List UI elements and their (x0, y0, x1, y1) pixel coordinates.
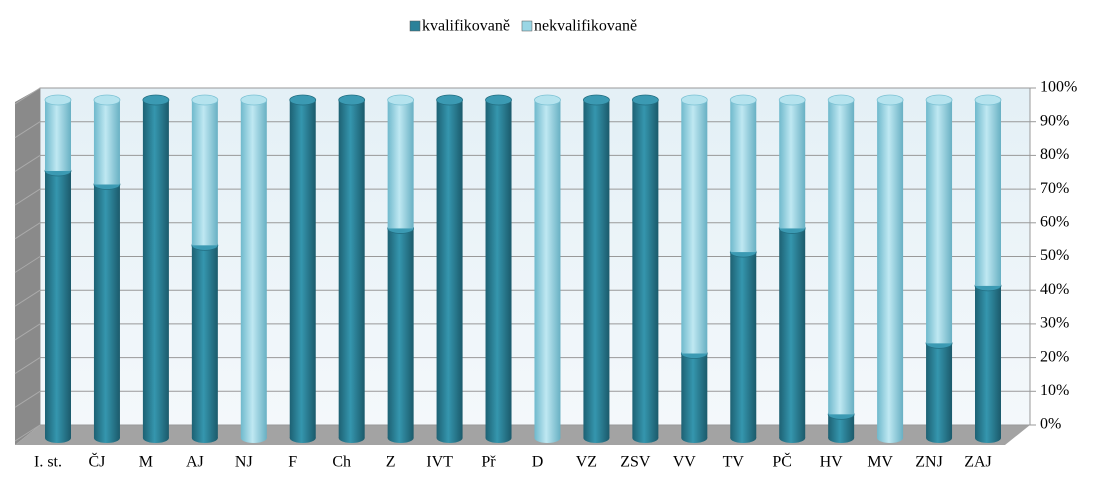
bar-segment (975, 285, 1001, 438)
side-wall (15, 88, 40, 445)
bar-segment (926, 343, 953, 438)
bar-segment (485, 100, 512, 438)
x-tick-label: TV (723, 454, 745, 471)
grid-line-side (14, 121, 41, 139)
bar-segment (45, 170, 71, 439)
bar-segment (730, 252, 757, 438)
bar-cap (876, 94, 904, 106)
bar-segment (828, 100, 855, 415)
bar-segment (681, 353, 708, 438)
bar-segment (877, 100, 904, 438)
bar-segment (289, 100, 316, 438)
x-tick-label: Ch (332, 454, 351, 471)
bar-segment (828, 414, 855, 438)
bar-segment (926, 100, 953, 344)
bar-segment (779, 228, 806, 438)
grid-line-side (14, 87, 41, 105)
floor (15, 425, 1030, 445)
bar-segment (730, 100, 757, 253)
bar-cap (240, 94, 268, 106)
x-tick-label: PČ (772, 452, 792, 471)
y-tick-label: 10% (1040, 382, 1069, 399)
bar-segment (142, 100, 169, 438)
y-tick-label: 20% (1040, 348, 1069, 365)
bar-cap (827, 94, 855, 106)
bar-cap (387, 94, 415, 106)
bar-cap (289, 94, 317, 106)
bar-segment (681, 100, 708, 354)
bar-segment (93, 184, 120, 438)
grid-line-side (14, 154, 41, 172)
bar-segment (632, 100, 659, 438)
x-tick-label: ZNJ (915, 454, 943, 471)
y-tick-label: 30% (1040, 315, 1069, 332)
x-tick-label: Z (386, 454, 396, 471)
bar-segment (387, 228, 414, 438)
grid-line-side (14, 390, 41, 408)
x-tick-label: MV (867, 454, 893, 471)
x-tick-label: ZSV (620, 454, 651, 471)
legend-swatch (521, 20, 533, 32)
bar-cap (974, 94, 1002, 106)
bar-cap (338, 94, 366, 106)
x-tick-label: M (139, 454, 153, 471)
bar-segment (45, 100, 71, 171)
bar-cap (729, 94, 757, 106)
bar-cap (534, 94, 561, 106)
legend-swatch (409, 20, 421, 32)
x-tick-label: AJ (186, 454, 204, 471)
legend-label: kvalifikovaně (422, 18, 510, 35)
x-tick-label: I. st. (34, 454, 62, 471)
y-tick-label: 90% (1040, 112, 1069, 129)
legend-label: nekvalifikovaně (534, 18, 637, 35)
bar-segment (583, 100, 610, 438)
bar-segment (387, 100, 414, 229)
grid-line-side (14, 256, 41, 273)
x-tick-label: ČJ (88, 452, 105, 471)
bar-cap (680, 94, 708, 106)
bar-segment (436, 100, 463, 438)
x-tick-label: HV (820, 454, 844, 471)
bar-cap (631, 94, 659, 106)
bar-segment (191, 245, 218, 438)
bar-segment (779, 100, 806, 229)
grid-line-side (14, 222, 41, 240)
grid-line-side (14, 323, 41, 341)
grid-line-side (14, 188, 41, 206)
bar-segment (975, 100, 1001, 286)
bar-cap (436, 94, 463, 106)
bar-cap (44, 94, 72, 106)
y-tick-label: 70% (1040, 180, 1069, 197)
x-tick-label: D (532, 454, 544, 471)
bar-cap (583, 94, 610, 106)
y-tick-label: 50% (1040, 247, 1069, 264)
y-tick-label: 80% (1040, 146, 1069, 163)
x-tick-label: ZAJ (964, 454, 992, 471)
y-tick-label: 60% (1040, 213, 1069, 230)
bar-segment (93, 100, 120, 185)
bar-cap (142, 94, 170, 106)
x-tick-label: F (288, 454, 297, 471)
bar-cap (778, 94, 806, 106)
bar-cap (925, 94, 953, 106)
grid-line-side (14, 357, 41, 375)
bar-cap (93, 94, 121, 106)
bar-segment (338, 100, 365, 438)
x-tick-label: IVT (426, 454, 453, 471)
x-tick-label: VV (673, 454, 697, 471)
grid-line-side (14, 424, 41, 442)
x-tick-label: NJ (235, 454, 253, 471)
x-tick-label: Př (481, 454, 496, 471)
bar-segment (240, 100, 267, 438)
x-tick-label: VZ (576, 454, 597, 471)
bar-cap (485, 94, 512, 106)
bar-segment (534, 100, 561, 438)
bar-cap (191, 94, 219, 106)
y-tick-label: 0% (1040, 416, 1061, 433)
y-tick-label: 100% (1040, 79, 1077, 96)
grid-line-side (14, 289, 41, 307)
bar-segment (191, 100, 218, 246)
y-tick-label: 40% (1040, 281, 1069, 298)
